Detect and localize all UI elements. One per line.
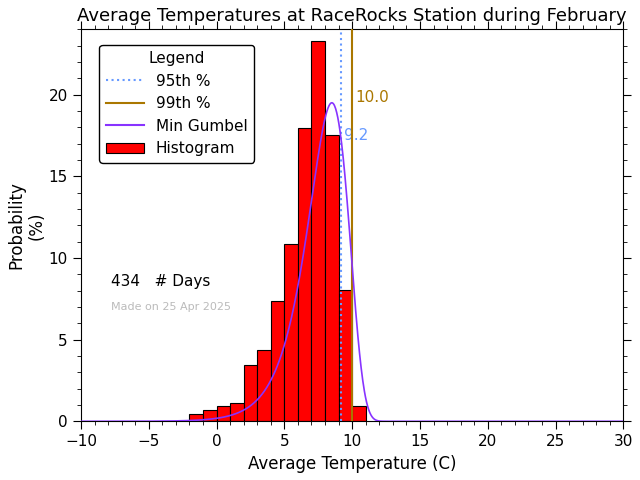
Text: Made on 25 Apr 2025: Made on 25 Apr 2025 [111,302,231,312]
Text: 9.2: 9.2 [344,128,368,143]
Text: 434   # Days: 434 # Days [111,274,210,289]
Bar [284,244,298,421]
Title: Average Temperatures at RaceRocks Station during February: Average Temperatures at RaceRocks Statio… [77,7,627,25]
Bar [230,403,244,421]
Bar [298,128,312,421]
Text: 10.0: 10.0 [355,90,388,106]
Bar [352,406,365,421]
Bar [216,406,230,421]
Bar [312,41,325,421]
X-axis label: Average Temperature (C): Average Temperature (C) [248,455,456,473]
Bar [244,365,257,421]
Bar [325,135,339,421]
Legend: 95th %, 99th %, Min Gumbel, Histogram: 95th %, 99th %, Min Gumbel, Histogram [99,45,254,163]
Bar [203,410,216,421]
Bar [339,289,352,421]
Bar [271,301,284,421]
Bar [257,350,271,421]
Y-axis label: Probability
(%): Probability (%) [7,181,45,269]
Bar [189,414,203,421]
